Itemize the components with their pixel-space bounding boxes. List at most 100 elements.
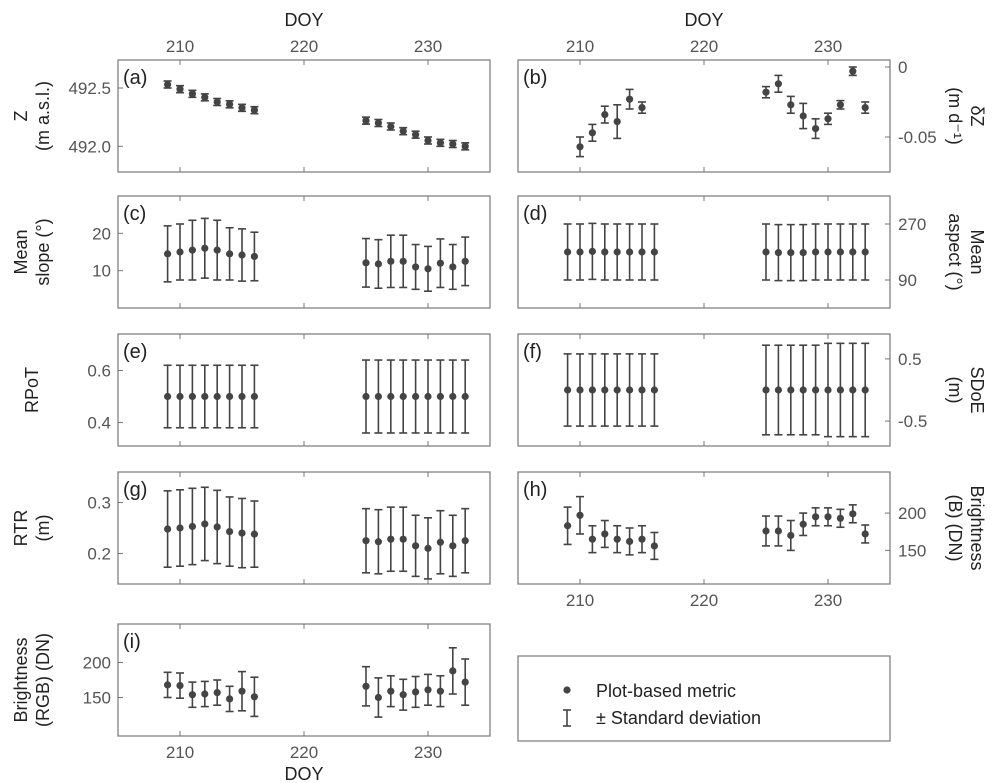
x-tick-label: 230: [814, 37, 842, 56]
data-point: [176, 524, 184, 532]
y-axis-label: Mean slope (°): [11, 218, 53, 285]
data-point: [576, 143, 584, 151]
axes-frame: [517, 471, 891, 585]
data-point: [812, 248, 820, 256]
data-point: [799, 386, 807, 394]
data-point: [799, 112, 807, 120]
data-point: [188, 246, 196, 254]
data-point: [374, 538, 382, 546]
x-axis-label: DOY: [284, 10, 323, 30]
data-point: [449, 263, 457, 271]
data-point: [412, 392, 420, 401]
data-point: [650, 248, 659, 256]
panel-label: (a): [123, 67, 147, 89]
x-axis-label: DOY: [684, 10, 723, 30]
y-tick-label: 10: [92, 262, 111, 281]
y-axis-label: Brightness(B) (DN): [945, 485, 987, 570]
data-point: [576, 386, 584, 394]
data-point: [164, 250, 172, 258]
data-point: [164, 392, 172, 401]
data-point: [188, 392, 196, 401]
data-point: [613, 118, 621, 126]
data-point: [399, 257, 407, 265]
data-point: [424, 136, 432, 145]
data-point: [362, 259, 370, 267]
data-point: [399, 535, 407, 543]
data-point: [762, 88, 770, 96]
data-point: [638, 535, 646, 543]
data-point: [201, 690, 209, 698]
data-point: [799, 249, 807, 257]
data-point: [461, 142, 469, 150]
data-point: [374, 119, 382, 127]
data-point: [226, 100, 234, 108]
panel-label: (d): [523, 203, 547, 225]
data-point: [436, 139, 444, 147]
data-point: [576, 511, 584, 519]
legend: Plot-based metric ± Standard deviation: [517, 655, 891, 742]
y-tick-label: 150: [898, 541, 926, 560]
data-point: [650, 542, 659, 550]
data-point: [812, 386, 820, 394]
y-tick-label: 90: [898, 271, 917, 290]
data-point: [238, 687, 246, 695]
data-point: [399, 392, 407, 401]
data-point: [588, 129, 597, 137]
axes-frame: [117, 59, 491, 173]
data-point: [213, 689, 221, 697]
axes-frame: [117, 623, 491, 737]
axes-frame: [117, 195, 491, 309]
y-axis-label: SDoE(m): [945, 366, 987, 413]
y-axis-label-line: (m): [33, 515, 53, 542]
data-point: [164, 525, 172, 533]
legend-dot-symbol: [563, 686, 571, 694]
data-point: [188, 90, 196, 98]
data-point: [762, 386, 770, 394]
panel-a: 210 220 230 DOY 492.0 492.5 Z (m a.s.l.) (a): [11, 10, 491, 173]
x-tick-label: 220: [690, 591, 718, 610]
x-tick-label: 230: [414, 37, 442, 56]
data-point: [238, 104, 246, 112]
data-point: [412, 263, 420, 271]
axes-frame: [517, 59, 891, 173]
data-point: [412, 131, 420, 139]
panel-h: 210 220 230 150 200 Brightness(B) (DN) (h): [517, 471, 987, 610]
data-point: [362, 117, 370, 125]
panel-label: (e): [123, 341, 147, 363]
y-axis-label: RPoT: [22, 367, 42, 413]
data-point: [787, 249, 795, 257]
y-axis-label-line: slope (°): [33, 218, 53, 285]
y-axis-label-line: (m): [945, 377, 965, 404]
y-tick-label: -0.05: [898, 128, 937, 147]
data-point: [576, 248, 584, 256]
y-tick-label: 270: [898, 215, 926, 234]
panel-e: 0.4 0.6 RPoT (e): [22, 333, 491, 447]
data-point: [861, 386, 869, 394]
data-point: [824, 513, 832, 521]
data-point: [362, 682, 370, 690]
x-tick-label: 210: [566, 591, 594, 610]
data-point: [226, 527, 234, 536]
data-point: [387, 687, 395, 695]
y-tick-label: 200: [898, 504, 926, 523]
data-point: [387, 122, 395, 131]
data-point: [626, 248, 634, 256]
data-point: [213, 246, 221, 254]
data-point: [201, 93, 209, 101]
panel-i: 210 220 230 DOY 150 200 Brightness (RGB) (DN) (i…: [11, 623, 491, 783]
y-tick-label: 0: [898, 58, 907, 77]
axes-frame: [117, 333, 491, 447]
y-axis-label: δZ(m d⁻¹): [945, 87, 987, 145]
data-point: [176, 682, 184, 690]
data-point: [799, 520, 807, 528]
y-axis-label-line: δZ: [967, 105, 987, 126]
x-tick-label: 220: [290, 743, 318, 762]
data-point: [626, 537, 634, 546]
data-point: [226, 695, 234, 703]
panel-label: (g): [123, 479, 147, 501]
panel-label: (i): [123, 631, 141, 653]
y-axis-label-line: Mean: [967, 229, 987, 274]
y-axis-label-line: RPoT: [22, 367, 42, 413]
y-axis-label-line: (m a.s.l.): [33, 81, 53, 151]
